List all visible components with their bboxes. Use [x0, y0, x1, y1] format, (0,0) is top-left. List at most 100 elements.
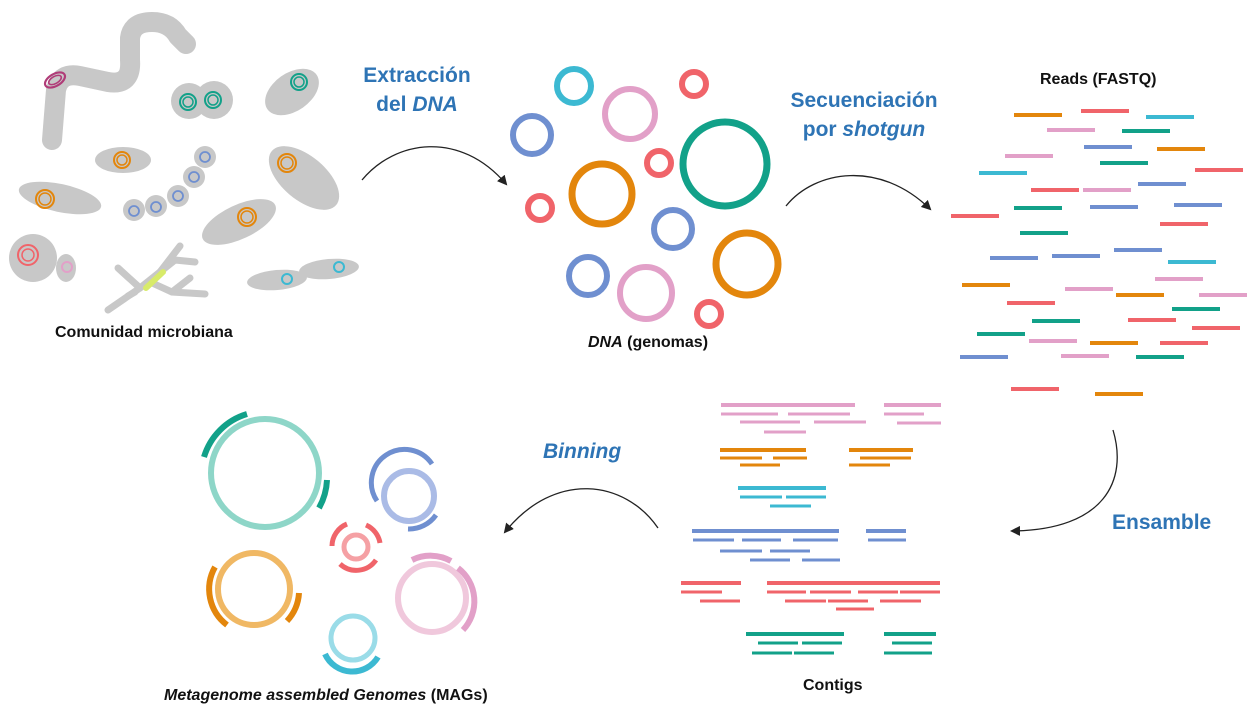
mag-contig-arc [206, 565, 229, 628]
cell-budding [56, 254, 76, 282]
plasmid [199, 151, 211, 163]
plasmid [293, 76, 305, 88]
label-dna-genomes: DNA (genomas) [588, 334, 708, 352]
plasmid [277, 153, 297, 173]
plasmid [128, 205, 140, 217]
mag-contig-arc [368, 446, 435, 503]
mag-genome [395, 561, 469, 635]
mag-contig-arc [201, 411, 248, 458]
cell-coccus [183, 166, 205, 188]
cell-coccus [145, 195, 167, 217]
mags [201, 411, 478, 675]
mag-contig-arc [410, 552, 453, 564]
arrow-extraction [361, 146, 508, 186]
label-community: Comunidad microbiana [55, 324, 233, 341]
arrow-binning [503, 488, 659, 534]
label-mags-italic: Metagenome assembled Genomes [164, 687, 427, 704]
cell-diplococcus [195, 81, 233, 119]
plasmid [116, 154, 128, 166]
step-sequencing-line1: Secuenciación [790, 89, 938, 112]
step-extraction-line1: Extracción [363, 64, 471, 87]
genome-circle [651, 207, 695, 251]
mag-genome [215, 550, 293, 628]
cell-rod [265, 68, 319, 116]
genome-circle [525, 193, 555, 223]
mag-contig-arc [407, 513, 439, 532]
plasmid [172, 190, 184, 202]
mag-contig-arc [456, 565, 478, 633]
genome-circle [602, 86, 658, 142]
plasmid [207, 94, 219, 106]
plasmid [333, 261, 345, 273]
genome-circle [568, 160, 636, 228]
genome-circle [554, 66, 594, 106]
cell-rod [247, 269, 307, 291]
mag-genome [328, 613, 378, 663]
plasmid [21, 248, 35, 262]
arrow-sequencing [785, 174, 932, 211]
plasmid [237, 207, 257, 227]
cell-coccus [123, 199, 145, 221]
plasmid [38, 192, 52, 206]
reads-fastq [951, 109, 1247, 396]
cell-branching-hypha [104, 242, 209, 314]
label-dna-rest: (genomas) [622, 334, 709, 351]
genome-circle [679, 69, 709, 99]
plasmid [179, 93, 197, 111]
plasmid [43, 71, 67, 89]
dna-genomes [510, 66, 782, 329]
cell-rod [268, 146, 340, 210]
label-reads: Reads (FASTQ) [1040, 71, 1157, 88]
mag-genome [381, 468, 437, 524]
arrow-assembly [1010, 429, 1118, 536]
plasmid [280, 156, 294, 170]
cell-coccus [167, 185, 189, 207]
plasmid [17, 244, 39, 266]
plasmid [204, 91, 222, 109]
label-mags: Metagenome assembled Genomes (MAGs) [164, 687, 488, 705]
label-mags-rest: (MAGs) [426, 687, 488, 704]
mag-contig-arc [322, 652, 381, 675]
cell-rod [18, 181, 102, 215]
step-binning: Binning [543, 440, 622, 463]
plasmid [182, 96, 194, 108]
genome-circle [712, 229, 782, 299]
plasmid [113, 151, 131, 169]
label-contigs: Contigs [803, 677, 863, 694]
mag-contig-arc [364, 522, 383, 544]
step-extraction: Extracción del DNA [362, 61, 472, 119]
mag-contig-arc [284, 592, 302, 624]
mag-contig-arc [329, 521, 349, 547]
mag-genome [341, 532, 371, 562]
contigs [681, 403, 941, 655]
plasmid [35, 189, 55, 209]
plasmid [188, 171, 200, 183]
genome-circle [644, 148, 674, 178]
genome-circle [566, 254, 610, 298]
genome-circle [694, 299, 724, 329]
microbial-community [9, 12, 359, 314]
mag-genome [208, 416, 322, 530]
hypha-highlight [143, 269, 166, 291]
label-dna-italic: DNA [588, 334, 623, 351]
step-sequencing-line2: por shotgun [802, 118, 926, 141]
step-assembly: Ensamble [1112, 511, 1212, 534]
cell-rod [299, 258, 359, 280]
mag-contig-arc [316, 479, 330, 510]
plasmid [61, 261, 73, 273]
plasmid [281, 273, 293, 285]
plasmid [290, 73, 308, 91]
genome-circle [679, 118, 771, 210]
plasmid [150, 201, 162, 213]
step-extraction-line2: del DNA [376, 93, 458, 116]
cell-oval [95, 147, 151, 173]
plasmid [47, 74, 63, 86]
step-sequencing: Secuenciación por shotgun [786, 86, 942, 144]
filamentous-cell [42, 12, 196, 150]
plasmid [240, 210, 254, 224]
cell-coccus [194, 146, 216, 168]
genome-circle [510, 113, 554, 157]
mag-contig-arc [338, 558, 379, 573]
genome-circle [617, 264, 675, 322]
